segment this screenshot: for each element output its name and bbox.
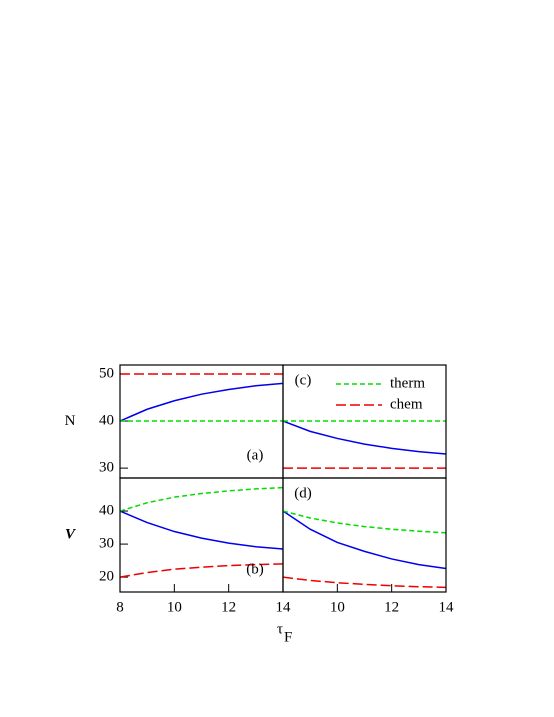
panel-label: (d) [294, 485, 312, 501]
data-line [119, 486, 284, 512]
y-tick-label: 20 [99, 569, 114, 585]
x-tick-label: 10 [167, 599, 182, 615]
legend-label: therm [390, 375, 425, 391]
panel-frame [282, 477, 447, 593]
panel-label: (c) [295, 372, 312, 388]
x-tick-label: 14 [276, 599, 292, 615]
x-tick-label: 12 [384, 599, 399, 615]
y-tick-label: 30 [99, 460, 114, 476]
panel-label: (a) [247, 447, 264, 463]
y-tick-label: 40 [99, 502, 114, 518]
data-line [282, 510, 447, 534]
x-tick-label: 10 [330, 599, 345, 615]
x-axis-label-subscript: F [284, 629, 292, 645]
y-tick-label: 30 [99, 536, 114, 552]
x-tick-label: 8 [116, 599, 124, 615]
y-tick-label: 40 [99, 412, 114, 428]
data-line [282, 576, 447, 589]
x-axis-label: τ [277, 621, 283, 637]
y-tick-label: 50 [99, 365, 114, 381]
y-axis-label: N [65, 413, 76, 429]
x-tick-label: 14 [439, 599, 455, 615]
data-line [119, 510, 284, 550]
x-tick-label: 12 [221, 599, 236, 615]
legend-label: chem [390, 396, 423, 412]
data-line [119, 382, 284, 422]
panel-label: (b) [246, 561, 264, 577]
data-line [282, 510, 447, 570]
y-axis-label: V [65, 526, 77, 542]
data-line [282, 420, 447, 455]
